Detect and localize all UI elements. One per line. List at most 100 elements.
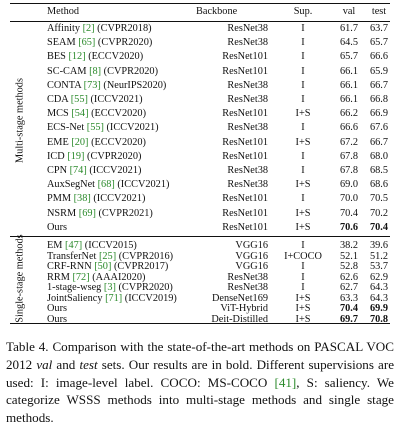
citation-link[interactable]: [25] [98,250,117,262]
citation-link[interactable]: [3] [103,282,116,293]
method-cell: EM [47] (ICCV2015) [47,240,137,251]
header-val: val [342,6,356,17]
backbone-cell: ResNet101 [222,51,268,63]
test-cell: 68.6 [369,179,389,191]
table-row: Ours ViT-Hybrid I+S 70.4 69.9 [0,302,400,316]
table-row: JointSaliency [71] (ICCV2019) DenseNet169… [0,292,400,306]
citation-link[interactable]: [12] [68,51,86,63]
backbone-cell: VGG16 [235,240,268,251]
val-cell: 70.4 [339,303,359,314]
table-row: ICD [19] (CVPR2020) ResNet101 I 67.8 68.0 [0,150,400,164]
table-row: SC-CAM [8] (CVPR2020) ResNet101 I 66.1 65.9 [0,65,400,79]
supervision-cell: I [301,79,305,91]
val-cell: 63.3 [339,292,359,304]
citation-link[interactable]: [19] [67,150,85,162]
val-cell: 66.6 [339,122,359,134]
citation-link[interactable]: [68] [97,179,115,191]
method-cell: JointSaliency [71] (ICCV2019) [47,292,177,304]
group-label-multi: Multi-stage methods [14,78,26,163]
citation-link[interactable]: [20] [71,136,89,148]
venue: (ICCV2019) [124,292,177,304]
val-cell: 65.7 [339,51,359,63]
table-row: MCS [54] (ECCV2020) ResNet101 I+S 66.2 66.9 [0,107,400,121]
venue: (CVPR2020) [103,65,159,77]
supervision-cell: I [301,282,305,293]
citation-link[interactable]: [73] [83,79,101,91]
backbone-cell: ResNet101 [222,193,268,205]
table-row: Affinity [2] (CVPR2018) ResNet38 I 61.7 63.7 [0,22,400,36]
test-cell: 66.9 [369,108,389,120]
supervision-cell: I+S [295,313,311,325]
group-label-single: Single-stage methods [14,234,26,323]
test-cell: 70.8 [369,313,389,325]
venue: (CVPR2018) [97,23,152,34]
method-cell: MCS [54] (ECCV2020) [47,108,146,120]
supervision-cell: I+S [295,179,311,191]
table-row: EME [20] (ECCV2020) ResNet101 I+S 67.2 66.7 [0,136,400,150]
backbone-cell: ResNet38 [227,271,268,283]
citation-link[interactable]: [69] [78,207,96,219]
backbone-cell: ResNet38 [227,122,268,134]
citation-link[interactable]: [74] [69,165,87,176]
caption-citation[interactable]: [41] [274,374,297,390]
table-row: TransferNet [25] (CVPR2016) VGG16 I+COCO 52… [0,250,400,264]
backbone-cell: DenseNet169 [211,292,268,304]
val-cell: 69.0 [339,179,359,191]
val-cell: 52.1 [339,250,359,262]
citation-link[interactable]: [2] [82,23,95,34]
supervision-cell: I [301,271,305,283]
supervision-cell: I [301,240,305,251]
method-cell: NSRM [69] (CVPR2021) [47,207,153,219]
backbone-cell: ResNet101 [222,65,268,77]
val-cell: 67.8 [339,165,359,176]
venue: (CVPR2020) [87,150,142,162]
header-method: Method [47,6,80,17]
header-backbone: Backbone [196,6,238,17]
citation-link[interactable]: [55] [70,94,88,105]
backbone-cell: ResNet38 [227,23,268,34]
val-cell: 67.8 [339,150,359,162]
method-cell: PMM [38] (ICCV2021) [47,193,146,205]
group-separator-rule [10,236,390,237]
test-cell: 39.6 [369,240,389,251]
method-cell: 1-stage-wseg [3] (CVPR2020) [47,282,173,293]
venue: (ICCV2015) [84,240,137,251]
test-cell: 66.8 [369,94,389,105]
citation-link[interactable]: [38] [73,193,91,205]
venue: (ECCV2020) [88,51,144,63]
supervision-cell: I+S [295,221,311,233]
citation-link[interactable]: [71] [105,292,123,304]
supervision-cell: I [301,261,305,272]
backbone-cell: VGG16 [235,261,268,272]
test-cell: 66.6 [369,51,389,63]
supervision-cell: I+S [295,303,311,314]
supervision-cell: I [301,51,305,63]
test-cell: 63.7 [369,23,389,34]
test-cell: 70.4 [369,221,389,233]
supervision-cell: I [301,23,305,34]
test-cell: 66.7 [369,136,389,148]
test-cell: 70.5 [369,193,389,205]
citation-link[interactable]: [47] [65,240,83,251]
table-row: BES [12] (ECCV2020) ResNet101 I 65.7 66.6 [0,50,400,64]
table-row: EM [47] (ICCV2015) VGG16 I 38.2 39.6 [0,239,400,253]
supervision-cell: I [301,122,305,134]
test-cell: 65.7 [369,37,389,49]
backbone-cell: ResNet38 [227,37,268,49]
venue: (ICCV2021) [93,193,146,205]
supervision-cell: I [301,65,305,77]
backbone-cell: ResNet38 [227,179,268,191]
citation-link[interactable]: [55] [86,122,104,134]
backbone-cell: ResNet38 [227,94,268,105]
backbone-cell: Deit-Distilled [211,313,268,325]
citation-link[interactable]: [65] [78,37,96,49]
backbone-cell: ResNet101 [222,207,268,219]
table-row: RRM [72] (AAAI2020) ResNet38 I 62.6 62.9 [0,271,400,285]
val-cell: 61.7 [339,23,359,34]
test-cell: 53.7 [369,261,389,272]
citation-link[interactable]: [54] [71,108,89,120]
citation-link[interactable]: [8] [89,65,102,77]
citation-link[interactable]: [72] [72,271,90,283]
method-cell: RRM [72] (AAAI2020) [47,271,146,283]
citation-link[interactable]: [50] [94,261,112,272]
